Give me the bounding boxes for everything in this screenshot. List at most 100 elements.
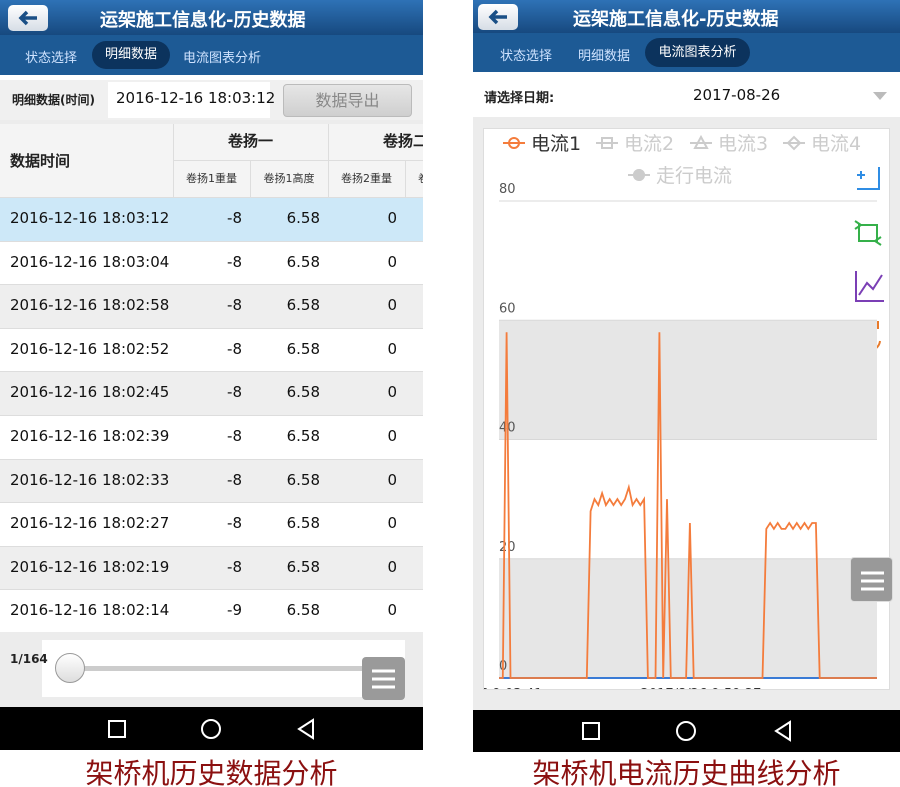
legend-label[interactable]: 电流2 [624, 133, 674, 155]
header-bg [0, 124, 423, 198]
table-row [0, 328, 423, 373]
legend-label[interactable]: 电流3 [718, 133, 768, 155]
legend-icon [633, 169, 645, 181]
divider [250, 160, 251, 198]
caption: 架桥机电流历史曲线分析 [532, 759, 841, 787]
date-row [473, 72, 900, 117]
tab-bar [0, 35, 423, 75]
cell: 0 [387, 470, 397, 489]
x-tick-label: 2017/8/26 9:03:41 [483, 687, 542, 690]
slider-track [70, 666, 380, 671]
left-screen: 运架施工信息化-历史数据 状态选择 明细数据 电流图表分析 明细数据(时间) 2… [0, 0, 423, 750]
restore-icon[interactable] [854, 220, 882, 246]
table-row [0, 198, 423, 242]
back-button[interactable] [478, 4, 518, 30]
group-header: 卷扬一 [227, 132, 273, 150]
cell: -8 [227, 209, 242, 227]
table-row [0, 590, 423, 632]
line-icon[interactable] [855, 271, 884, 302]
cell: 2016-12-16 18:02:14 [10, 601, 170, 620]
date-label: 请选择日期: [484, 91, 555, 106]
cell: 6.58 [286, 296, 320, 315]
tab[interactable]: 电流图表分析 [183, 51, 262, 66]
divider [173, 124, 174, 198]
nav-bar [0, 707, 423, 750]
cell: 6.58 [286, 470, 320, 489]
legend-label[interactable]: 电流4 [811, 133, 861, 155]
back-button[interactable] [8, 5, 48, 31]
title: 运架施工信息化-历史数据 [100, 10, 306, 31]
cell: 6.58 [286, 514, 320, 533]
zoom-icon[interactable] [857, 167, 880, 190]
tab[interactable]: 状态选择 [500, 49, 553, 64]
cell: 2016-12-16 18:02:58 [10, 296, 170, 315]
cell: 6.58 [286, 601, 320, 620]
cell: 6.58 [286, 252, 320, 271]
date-input[interactable]: 2016-12-16 18:03:12 [108, 82, 275, 118]
line [499, 332, 877, 679]
cell: -9 [227, 601, 242, 620]
cell: 2016-12-16 18:02:45 [10, 383, 170, 402]
sub-header: 卷扬1重量 [186, 172, 237, 185]
cell: 0 [387, 601, 397, 620]
slider-thumb[interactable] [55, 653, 85, 683]
cell: -8 [227, 557, 242, 576]
cell: -8 [227, 514, 242, 533]
cell: 0 [387, 252, 397, 271]
cell: 0 [387, 339, 397, 358]
y-tick-label: 80 [499, 182, 516, 197]
legend-label[interactable]: 电流1 [531, 133, 581, 155]
cell: -8 [227, 383, 242, 402]
tab-active[interactable]: 电流图表分析 [645, 38, 750, 67]
nav-bar [473, 710, 900, 752]
header [473, 0, 900, 33]
cell: 2016-12-16 18:03:04 [10, 252, 170, 271]
cell: 6.58 [286, 339, 320, 358]
header-cell: 数据时间 [10, 152, 71, 170]
cell: 0 [387, 557, 397, 576]
dropdown-arrow[interactable] [873, 92, 887, 100]
legend-label[interactable]: 走行电流 [656, 165, 732, 187]
table-row [0, 503, 423, 547]
tab[interactable]: 状态选择 [25, 51, 78, 66]
x-tick-label: 2017/8/26 9:59:27 [641, 687, 762, 690]
sub-header: 卷扬2高度 [405, 170, 423, 186]
menu-button[interactable] [850, 557, 893, 602]
cell: 6.58 [286, 557, 320, 576]
tab[interactable]: 明细数据 [578, 49, 631, 64]
cell: -8 [227, 470, 242, 489]
cell: 2016-12-16 18:02:19 [10, 557, 170, 576]
cell: 0 [387, 383, 397, 402]
spacer [0, 75, 423, 80]
cell: 6.58 [286, 427, 320, 445]
filter-label: 明细数据(时间) [12, 93, 95, 107]
menu-button[interactable] [362, 657, 405, 700]
table-row [0, 459, 423, 504]
cell: 0 [387, 427, 397, 445]
divider [405, 160, 406, 198]
export-button[interactable]: 数据导出 [283, 84, 412, 117]
divider [328, 160, 329, 198]
cell: -8 [227, 339, 242, 358]
caption: 架桥机历史数据分析 [85, 759, 338, 787]
table-row [0, 285, 423, 329]
table-row [0, 416, 423, 460]
cell: 0 [387, 296, 397, 315]
page-indicator: 1/164 [10, 652, 48, 666]
tab-active[interactable]: 明细数据 [92, 41, 170, 69]
table-row [0, 546, 423, 591]
cell: -8 [227, 427, 242, 445]
cell: 0 [387, 209, 397, 227]
cell: 2016-12-16 18:03:12 [10, 209, 170, 227]
cell: 2016-12-16 18:02:39 [10, 427, 170, 445]
y-tick-label: 20 [499, 540, 516, 555]
cell: 0 [387, 514, 397, 533]
title: 运架施工信息化-历史数据 [573, 9, 779, 30]
cell: -8 [227, 296, 242, 315]
table-row [0, 241, 423, 286]
divider [173, 160, 423, 161]
y-tick-label: 60 [499, 301, 516, 316]
date-select[interactable]: 2017-08-26 [693, 86, 781, 104]
